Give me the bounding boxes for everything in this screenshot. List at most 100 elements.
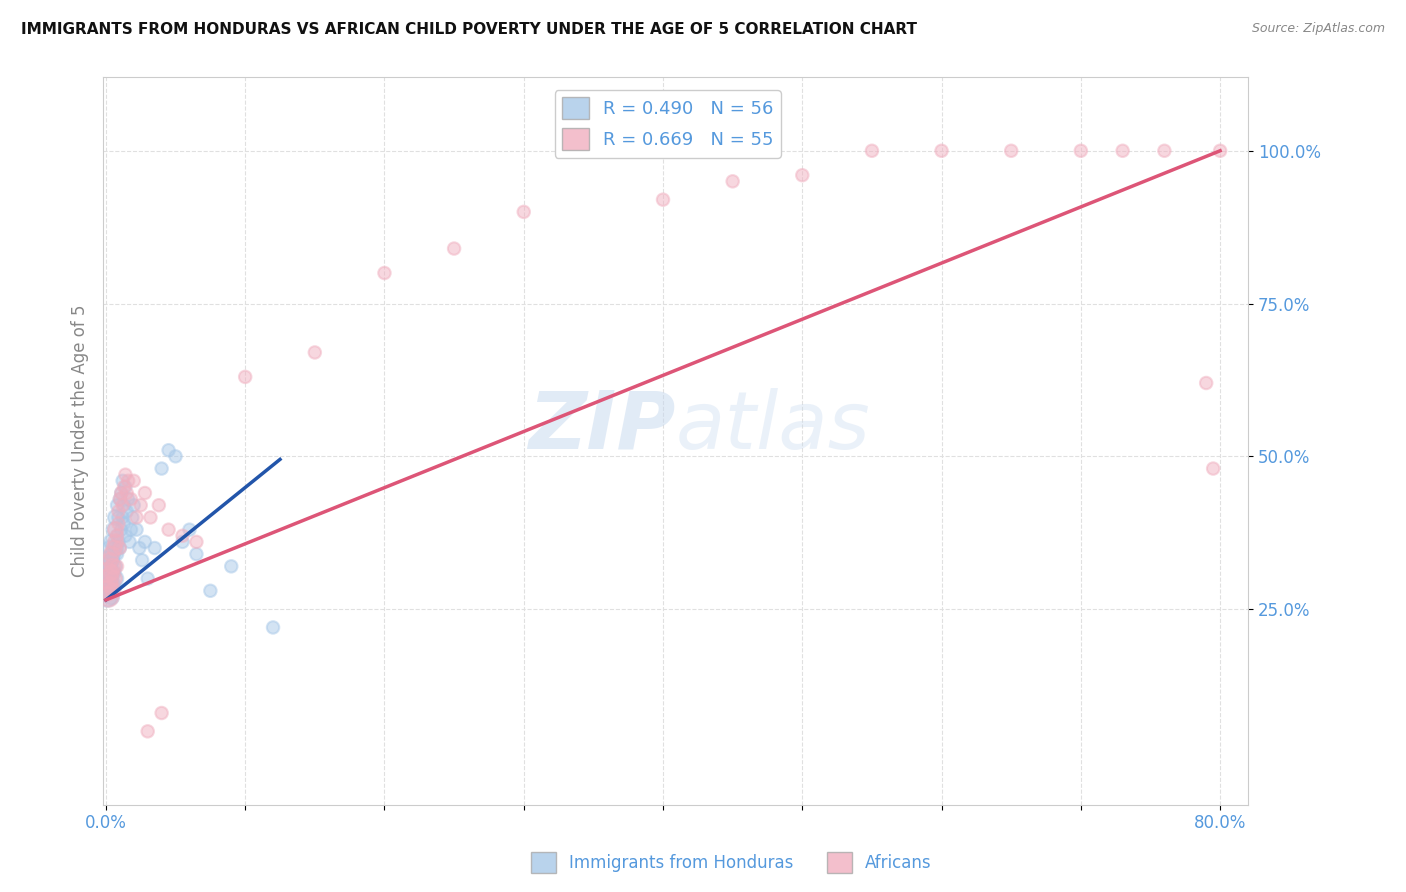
Point (186, 535, 208, 549)
Point (110, 486, 132, 500)
Point (107, 504, 129, 518)
Y-axis label: Child Poverty Under the Age of 5: Child Poverty Under the Age of 5 (72, 305, 89, 577)
Point (111, 498, 134, 512)
Text: ZIP: ZIP (529, 387, 675, 466)
Point (97, 577, 120, 591)
Point (179, 523, 201, 537)
Point (219, 559, 242, 574)
Point (96, 559, 118, 574)
Point (129, 498, 152, 512)
Text: Source: ZipAtlas.com: Source: ZipAtlas.com (1251, 22, 1385, 36)
Point (136, 572, 159, 586)
Point (104, 572, 127, 586)
Point (114, 467, 136, 482)
Point (122, 474, 145, 488)
Point (104, 541, 127, 555)
Point (98, 572, 121, 586)
Point (134, 486, 156, 500)
Point (112, 498, 135, 512)
Point (104, 535, 127, 549)
Point (101, 547, 124, 561)
Point (134, 535, 156, 549)
Point (100, 535, 122, 549)
Point (128, 541, 150, 555)
Point (100, 566, 122, 580)
Point (172, 529, 194, 543)
Point (262, 620, 284, 634)
Point (105, 529, 128, 543)
Point (1070, 144, 1092, 158)
Point (96, 572, 118, 586)
Point (114, 480, 136, 494)
Point (97, 553, 120, 567)
Point (107, 535, 129, 549)
Point (150, 461, 173, 475)
Point (157, 443, 180, 458)
Point (103, 523, 125, 537)
Point (96, 566, 118, 580)
Point (98, 583, 121, 598)
Point (165, 450, 187, 464)
Point (125, 510, 148, 524)
Point (98, 541, 121, 555)
Point (103, 541, 125, 555)
Point (136, 724, 159, 739)
Point (107, 510, 129, 524)
Point (112, 480, 135, 494)
Point (443, 242, 465, 256)
Point (186, 547, 208, 561)
Point (200, 583, 222, 598)
Point (97, 572, 120, 586)
Point (139, 510, 162, 524)
Point (125, 523, 148, 537)
Point (96, 583, 118, 598)
Point (931, 144, 953, 158)
Point (100, 547, 122, 561)
Point (111, 474, 134, 488)
Point (96, 590, 118, 604)
Point (721, 174, 744, 188)
Point (107, 516, 129, 531)
Point (105, 498, 128, 512)
Point (117, 474, 139, 488)
Point (101, 583, 124, 598)
Point (148, 498, 170, 512)
Point (150, 706, 173, 720)
Point (120, 523, 142, 537)
Point (105, 559, 128, 574)
Point (157, 523, 180, 537)
Point (1111, 144, 1133, 158)
Point (117, 492, 139, 507)
Point (1153, 144, 1175, 158)
Point (104, 523, 127, 537)
Point (233, 370, 256, 384)
Point (98, 553, 121, 567)
Point (101, 559, 124, 574)
Point (97, 590, 120, 604)
Point (100, 553, 122, 567)
Legend: Immigrants from Honduras, Africans: Immigrants from Honduras, Africans (524, 846, 938, 880)
Point (112, 516, 135, 531)
Point (121, 510, 143, 524)
Point (108, 492, 131, 507)
Point (1202, 461, 1225, 475)
Point (120, 492, 142, 507)
Point (110, 523, 132, 537)
Point (108, 492, 131, 507)
Point (105, 547, 128, 561)
Point (172, 535, 194, 549)
Point (1000, 144, 1022, 158)
Point (513, 205, 536, 219)
Point (304, 345, 326, 359)
Point (101, 577, 124, 591)
Point (860, 144, 883, 158)
Point (103, 572, 125, 586)
Point (108, 541, 131, 555)
Point (122, 498, 145, 512)
Point (97, 566, 120, 580)
Point (98, 577, 121, 591)
Point (1209, 144, 1232, 158)
Point (111, 510, 134, 524)
Point (108, 541, 131, 555)
Point (652, 193, 675, 207)
